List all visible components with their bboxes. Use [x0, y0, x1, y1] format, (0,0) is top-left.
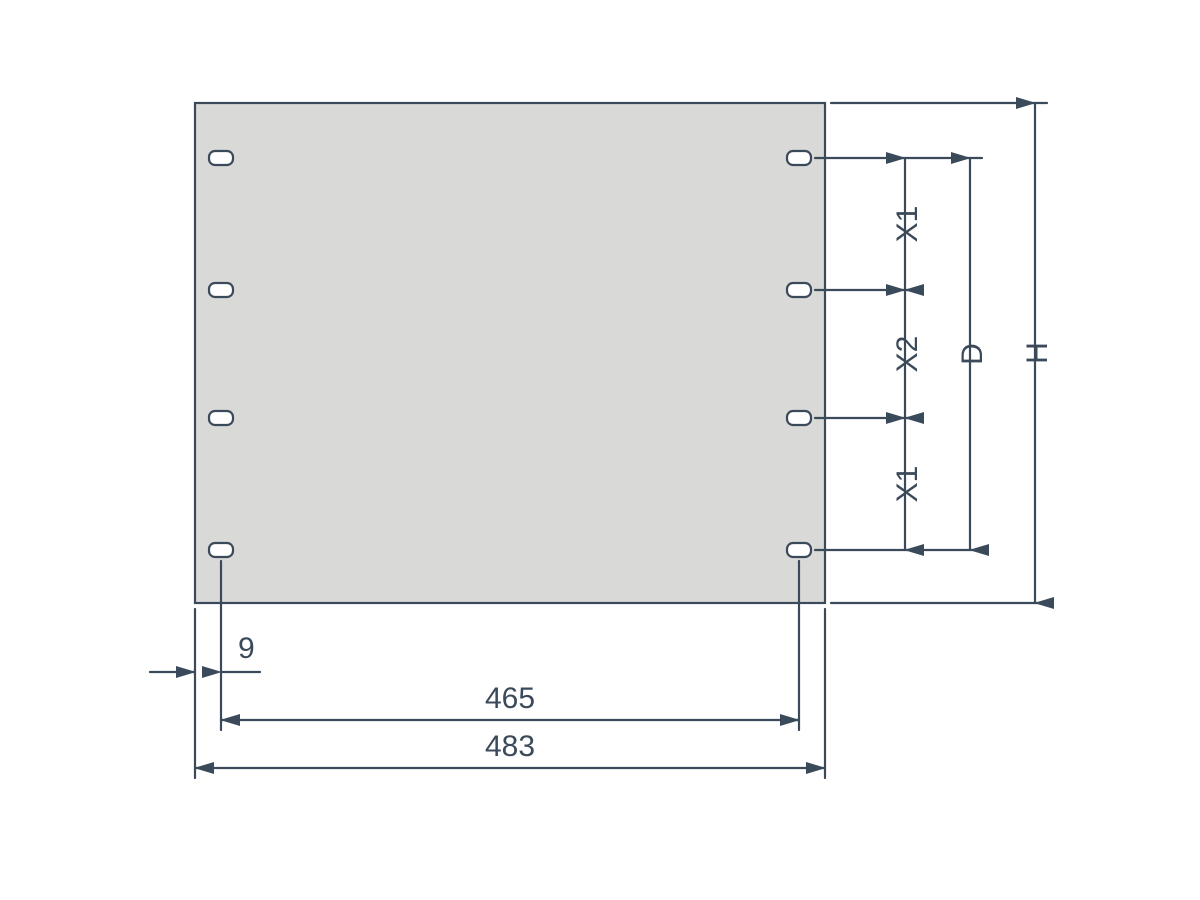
dim-label-X1-top: X1	[891, 206, 924, 243]
slot-right-4	[787, 543, 811, 557]
slot-left-4	[209, 543, 233, 557]
dim-label-D: D	[956, 343, 989, 365]
slot-left-2	[209, 283, 233, 297]
slot-right-1	[787, 151, 811, 165]
panel-body	[195, 103, 825, 603]
slot-left-3	[209, 411, 233, 425]
dim-label-483: 483	[485, 730, 535, 763]
dim-label-X1-bot: X1	[891, 466, 924, 503]
dim-label-9: 9	[238, 632, 255, 665]
slot-left-1	[209, 151, 233, 165]
technical-drawing: 465 483 9 H D X1 X2 X1	[0, 0, 1200, 900]
slot-right-2	[787, 283, 811, 297]
slot-right-3	[787, 411, 811, 425]
dim-label-465: 465	[485, 682, 535, 715]
dim-label-X2: X2	[891, 336, 924, 373]
dim-label-H: H	[1021, 342, 1054, 364]
